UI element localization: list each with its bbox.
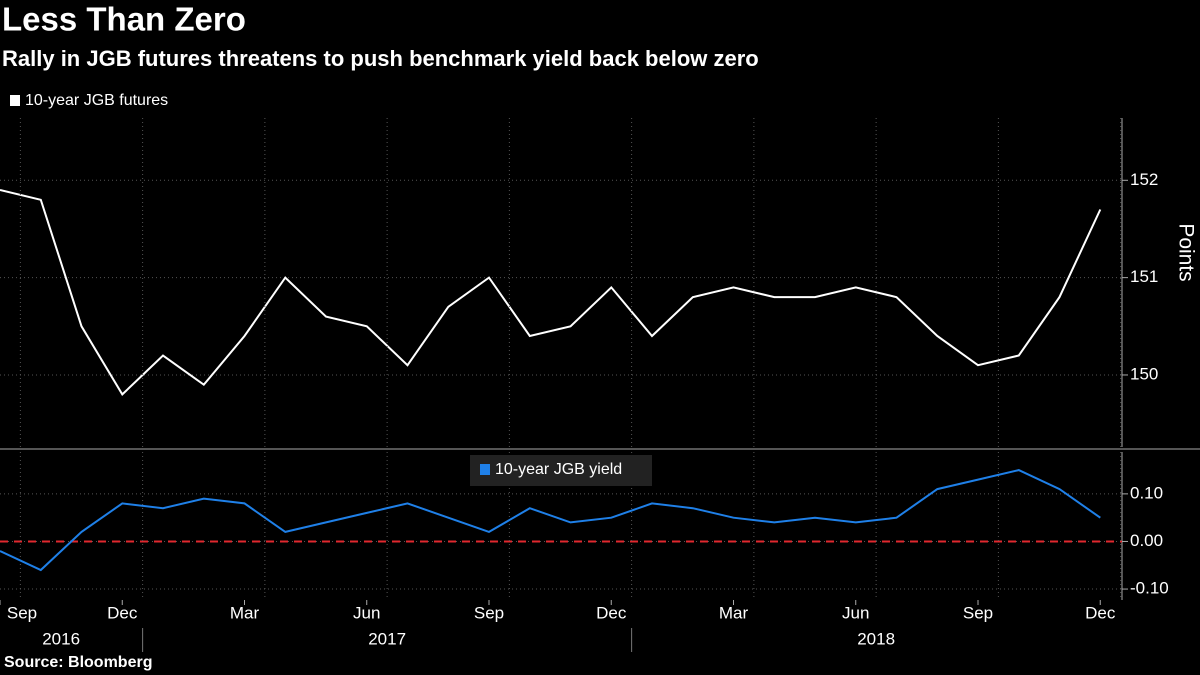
- source: Source: Bloomberg: [4, 654, 152, 671]
- chart-title: Less Than Zero: [2, 1, 246, 38]
- legend-label: 10-year JGB futures: [25, 92, 168, 109]
- legend-box: [470, 455, 652, 486]
- legend-swatch: [10, 95, 20, 106]
- x-tick-label: Mar: [230, 603, 260, 622]
- legend-label: 10-year JGB yield: [495, 461, 622, 478]
- y-tick-label: -0.10: [1130, 579, 1169, 598]
- y-tick-label: 150: [1130, 364, 1158, 383]
- y-tick-label: 0.00: [1130, 531, 1163, 550]
- chart-subtitle: Rally in JGB futures threatens to push b…: [2, 46, 759, 71]
- x-tick-label: Sep: [474, 603, 504, 622]
- x-tick-label: Jun: [842, 603, 869, 622]
- y-tick-label: 152: [1130, 170, 1158, 189]
- year-label: 2018: [857, 629, 895, 648]
- x-tick-label: Dec: [1085, 603, 1116, 622]
- x-tick-label: Mar: [719, 603, 749, 622]
- x-tick-label: Dec: [107, 603, 138, 622]
- year-label: 2017: [368, 629, 406, 648]
- line-series: [0, 189, 1102, 396]
- x-tick-label: Sep: [963, 603, 993, 622]
- x-tick-label: Sep: [7, 603, 37, 622]
- y-axis-label: Points: [1174, 223, 1197, 281]
- y-tick-label: 0.10: [1130, 483, 1163, 502]
- x-tick-label: Jun: [353, 603, 380, 622]
- line-series: [0, 469, 1101, 572]
- x-tick-label: Dec: [596, 603, 627, 622]
- legend-swatch: [480, 464, 490, 475]
- y-tick-label: 151: [1130, 267, 1158, 286]
- year-label: 2016: [42, 629, 80, 648]
